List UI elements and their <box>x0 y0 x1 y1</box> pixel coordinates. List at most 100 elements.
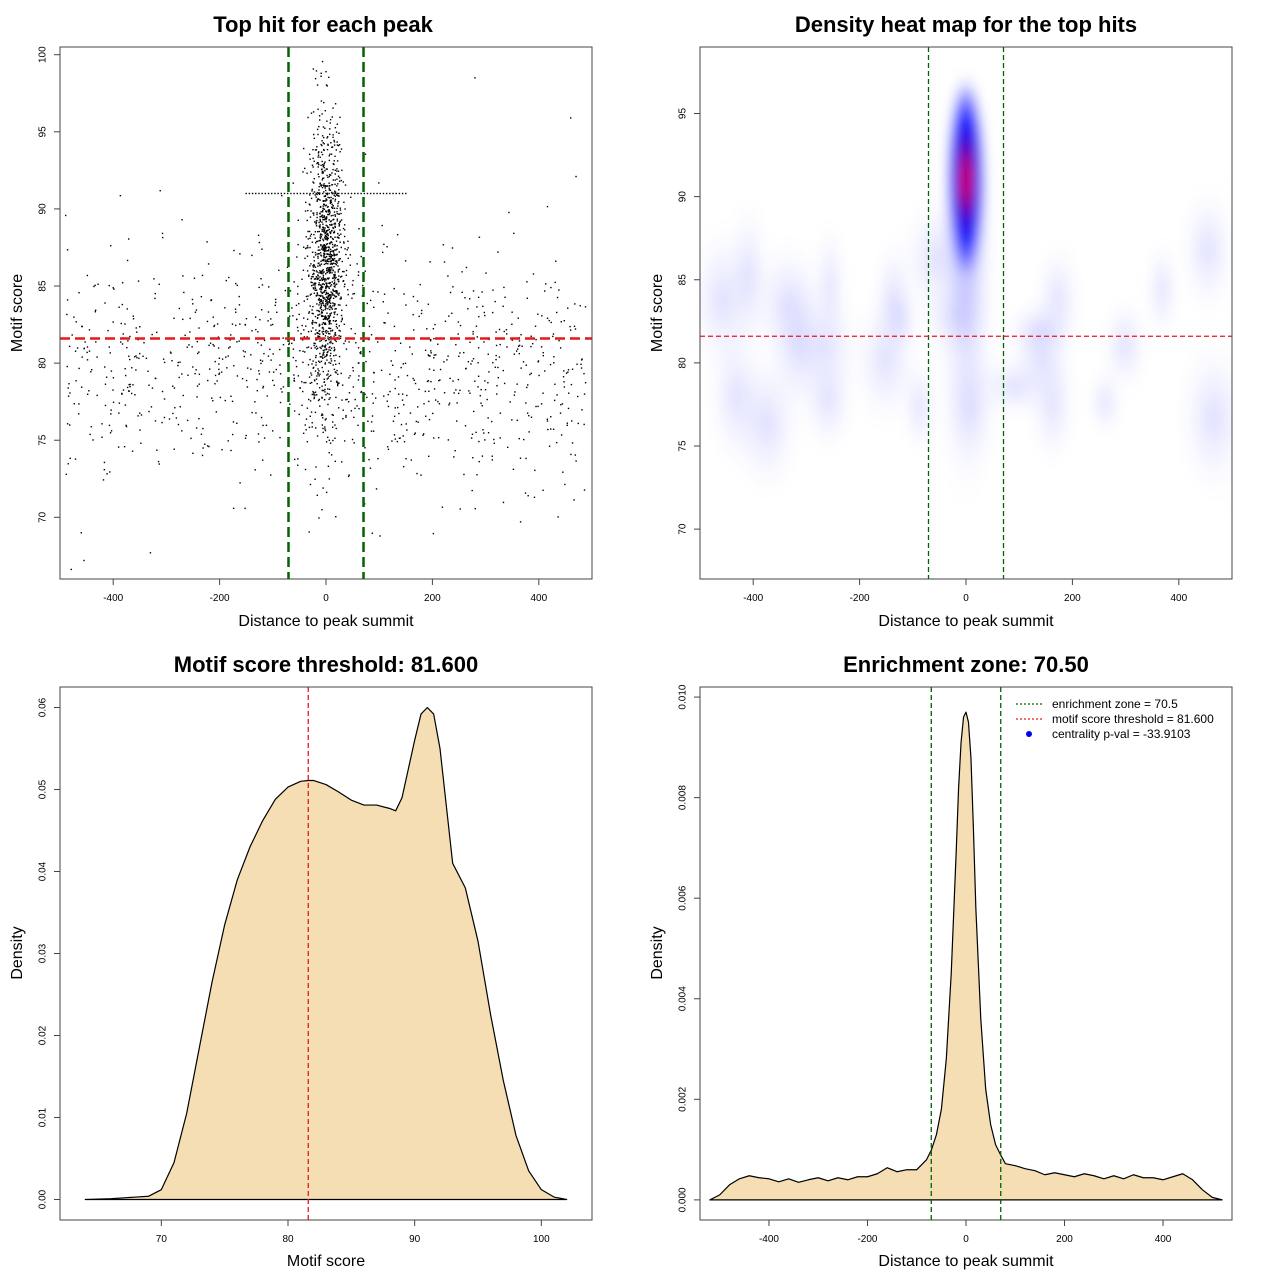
scatter-point <box>322 427 324 430</box>
scatter-point <box>101 436 103 438</box>
scatter-point <box>438 379 440 382</box>
scatter-point <box>552 333 555 335</box>
scatter-point <box>322 268 324 271</box>
scatter-point <box>245 192 247 195</box>
scatter-point <box>192 366 194 368</box>
scatter-point <box>433 337 435 340</box>
scatter-point <box>318 517 320 519</box>
scatter-point <box>321 396 323 399</box>
scatter-point <box>318 240 320 242</box>
scatter-point <box>526 281 528 283</box>
scatter-point <box>381 251 384 254</box>
scatter-point <box>334 243 336 246</box>
scatter-point <box>336 170 338 172</box>
scatter-point <box>337 271 340 273</box>
scatter-point <box>497 251 499 253</box>
scatter-point <box>112 389 114 391</box>
scatter-point <box>328 327 330 329</box>
scatter-point <box>369 192 372 195</box>
scatter-point <box>328 301 331 304</box>
scatter-point <box>403 293 405 295</box>
scatter-point <box>338 132 340 134</box>
scatter-point <box>334 236 336 238</box>
scatter-point <box>372 430 375 432</box>
scatter-point <box>340 246 342 249</box>
scatter-point <box>330 347 333 349</box>
scatter-point <box>325 355 327 358</box>
scatter-point <box>328 478 331 480</box>
scatter-point <box>322 200 325 202</box>
scatter-point <box>319 279 322 281</box>
reference-lines <box>60 47 592 579</box>
scatter-point <box>310 284 313 287</box>
scatter-point <box>410 459 413 461</box>
scatter-point <box>260 362 262 365</box>
scatter-point <box>325 441 328 443</box>
scatter-point <box>328 300 331 302</box>
scatter-point <box>323 191 325 193</box>
scatter-point <box>491 455 493 457</box>
scatter-point <box>309 382 311 385</box>
scatter-point <box>317 360 320 362</box>
scatter-point <box>317 274 319 277</box>
scatter-point <box>519 521 522 523</box>
scatter-point <box>331 263 333 265</box>
scatter-point <box>161 390 164 393</box>
scatter-point <box>267 286 270 288</box>
scatter-point <box>321 389 324 392</box>
scatter-point <box>323 143 325 145</box>
scatter-point <box>326 174 328 177</box>
scatter-point <box>308 311 311 313</box>
scatter-point <box>343 440 346 442</box>
scatter-point <box>334 371 337 373</box>
scatter-point <box>346 249 348 251</box>
scatter-point <box>330 262 332 264</box>
scatter-point <box>528 431 530 433</box>
scatter-point <box>69 392 71 394</box>
scatter-point <box>244 351 246 353</box>
scatter-point <box>96 356 98 358</box>
y-tick-label: 0.02 <box>38 1025 49 1045</box>
legend-label-pval: centrality p-val = -33.9103 <box>1052 727 1191 741</box>
scatter-point <box>428 355 430 357</box>
scatter-point <box>325 329 328 332</box>
scatter-point <box>331 250 333 252</box>
scatter-point <box>305 418 308 420</box>
scatter-point <box>83 559 85 562</box>
scatter-point <box>319 298 322 301</box>
scatter-point <box>328 269 330 271</box>
scatter-point <box>325 302 328 304</box>
y-tick-label: 0.008 <box>678 785 689 810</box>
y-tick-label: 100 <box>38 46 49 63</box>
scatter-point <box>373 372 375 374</box>
scatter-point <box>563 319 565 322</box>
scatter-point <box>156 331 158 334</box>
scatter-point <box>329 282 331 284</box>
scatter-point <box>314 221 316 223</box>
scatter-point <box>309 237 311 240</box>
scatter-point <box>519 457 522 459</box>
scatter-point <box>322 272 324 274</box>
scatter-point <box>457 333 459 335</box>
scatter-point <box>332 205 334 207</box>
scatter-point <box>78 413 80 415</box>
scatter-point <box>553 399 556 402</box>
scatter-point <box>291 307 293 309</box>
scatter-point <box>189 331 191 333</box>
scatter-point <box>206 445 209 447</box>
scatter-point <box>337 280 340 283</box>
scatter-point <box>348 392 351 394</box>
x-tick-label: 400 <box>1155 1234 1172 1245</box>
scatter-point <box>343 235 346 238</box>
scatter-point <box>414 432 416 434</box>
scatter-point <box>323 208 326 210</box>
scatter-point <box>338 251 340 253</box>
scatter-point <box>209 342 212 344</box>
scatter-point <box>434 323 436 326</box>
scatter-point <box>220 371 223 373</box>
scatter-point <box>484 380 486 382</box>
scatter-point <box>318 185 320 188</box>
scatter-point <box>330 236 332 238</box>
scatter-point <box>540 346 543 348</box>
scatter-point <box>318 192 320 194</box>
